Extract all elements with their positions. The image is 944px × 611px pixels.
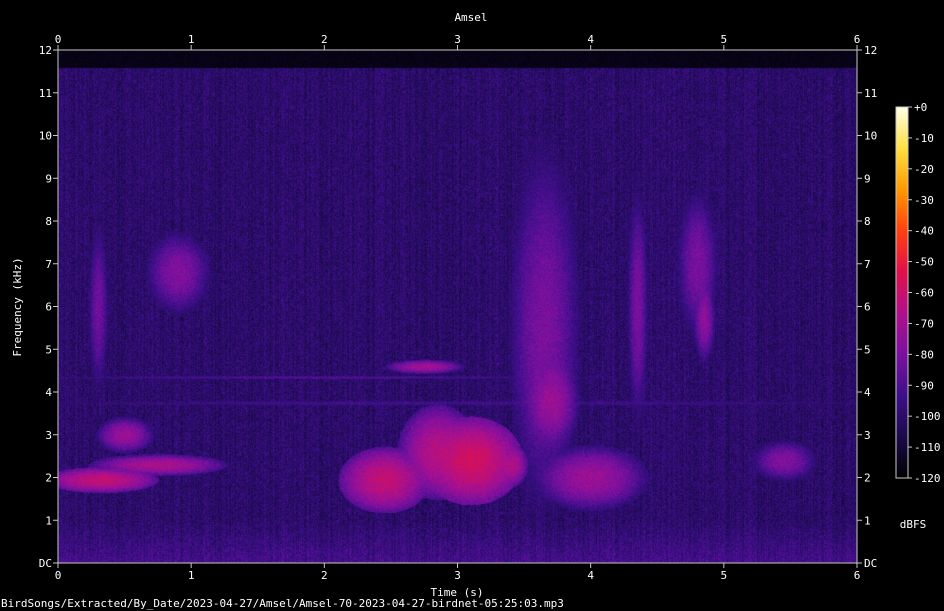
spectrogram-plot-area <box>57 49 858 564</box>
y-tick-label-left: DC <box>39 557 52 570</box>
y-tick-label-right: 12 <box>864 44 877 57</box>
x-axis-label: Time (s) <box>431 586 484 599</box>
spectrogram-image-container <box>58 50 857 563</box>
colorbar-tick-label: -40 <box>914 225 934 238</box>
y-tick-label-left: 7 <box>45 258 52 271</box>
colorbar-ticks: +0 -10 -20 -30 -40 -50 -60 -70 -80 -90 -100 -110 -12… <box>908 101 941 485</box>
y-tick-label-left: 1 <box>45 514 52 527</box>
y-tick-label-right: 8 <box>864 215 871 228</box>
y-tick-label-right: 6 <box>864 301 871 314</box>
x-tick-label-bottom: 1 <box>188 569 195 582</box>
y-tick-label-left: 8 <box>45 215 52 228</box>
y-tick-label-left: 3 <box>45 429 52 442</box>
y-tick-label-left: 9 <box>45 172 52 185</box>
colorbar-tick-label: -110 <box>914 441 941 454</box>
y-axis-label: Frequency (kHz) <box>11 257 24 356</box>
colorbar-tick-label: -50 <box>914 256 934 269</box>
x-tick-label-bottom: 4 <box>587 569 594 582</box>
colorbar-tick-label: -20 <box>914 163 934 176</box>
colorbar-label: dBFS <box>900 518 927 531</box>
y-tick-label-right: 5 <box>864 343 871 356</box>
y-tick-label-right: 11 <box>864 87 877 100</box>
x-tick-label-top: 5 <box>721 33 728 46</box>
colorbar-tick-label: -100 <box>914 410 941 423</box>
colorbar-tick-label: -90 <box>914 379 934 392</box>
x-tick-label-top: 1 <box>188 33 195 46</box>
colorbar-gradient <box>895 106 909 479</box>
y-tick-label-right: 2 <box>864 472 871 485</box>
y-tick-label-right: 9 <box>864 172 871 185</box>
chart-title: Amsel <box>454 11 487 24</box>
y-tick-label-right: 4 <box>864 386 871 399</box>
x-tick-label-top: 3 <box>454 33 461 46</box>
y-tick-label-left: 11 <box>39 87 52 100</box>
x-ticks-bottom: 0 1 2 3 4 5 6 <box>55 563 861 582</box>
x-tick-label-top: 4 <box>587 33 594 46</box>
y-tick-label-right: 10 <box>864 130 877 143</box>
y-tick-label-left: 5 <box>45 343 52 356</box>
y-tick-label-left: 6 <box>45 301 52 314</box>
y-tick-label-left: 4 <box>45 386 52 399</box>
colorbar-tick-label: -120 <box>914 472 941 485</box>
x-tick-label-bottom: 2 <box>321 569 328 582</box>
x-tick-label-top: 0 <box>55 33 62 46</box>
colorbar-tick-label: -10 <box>914 132 934 145</box>
y-tick-label-right: DC <box>864 557 877 570</box>
colorbar-tick-label: -70 <box>914 317 934 330</box>
x-tick-label-bottom: 0 <box>55 569 62 582</box>
colorbar: +0 -10 -20 -30 -40 -50 -60 -70 -80 -90 -100 -110 -12… <box>895 101 941 531</box>
y-tick-label-right: 7 <box>864 258 871 271</box>
colorbar-tick-label: -60 <box>914 287 934 300</box>
x-ticks-top: 0 1 2 3 4 5 6 <box>55 33 861 50</box>
y-tick-label-right: 1 <box>864 514 871 527</box>
y-tick-label-right: 3 <box>864 429 871 442</box>
colorbar-tick-label: -30 <box>914 194 934 207</box>
x-tick-label-top: 2 <box>321 33 328 46</box>
x-tick-label-bottom: 5 <box>721 569 728 582</box>
y-tick-label-left: 2 <box>45 472 52 485</box>
x-tick-label-top: 6 <box>854 33 861 46</box>
x-tick-label-bottom: 6 <box>854 569 861 582</box>
x-tick-label-bottom: 3 <box>454 569 461 582</box>
y-tick-label-left: 12 <box>39 44 52 57</box>
colorbar-tick-label: +0 <box>914 101 927 114</box>
file-path-text: BirdSongs/Extracted/By_Date/2023-04-27/A… <box>1 597 564 610</box>
spectrogram-heatmap <box>58 50 857 563</box>
y-tick-label-left: 10 <box>39 130 52 143</box>
colorbar-tick-label: -80 <box>914 348 934 361</box>
